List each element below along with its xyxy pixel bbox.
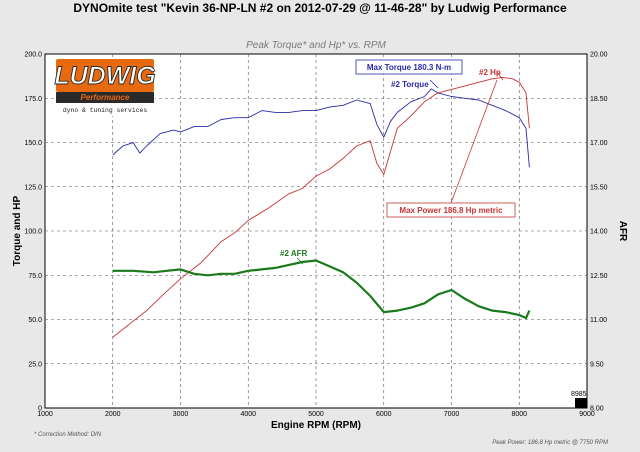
- logo-tagline: dyno & tuning services: [63, 107, 148, 114]
- series-line-torque: [112, 88, 530, 168]
- y2-tick-label: 11.00: [590, 317, 607, 324]
- y2-tick-label: 17.00: [590, 140, 608, 147]
- footer-correction: * Correction Method: DIN: [34, 432, 102, 438]
- series-line-hp: [112, 76, 530, 338]
- y-tick-label: 125.0: [24, 184, 42, 191]
- x-tick-label: 6000: [376, 411, 392, 418]
- y2-tick-label: 9.50: [590, 361, 604, 368]
- chart-title: DYNOmite test "Kevin 36-NP-LN #2 on 2012…: [73, 1, 567, 15]
- x-tick-label: 3000: [173, 411, 189, 418]
- end-rpm-marker: [575, 398, 587, 408]
- y-tick-label: 75.0: [28, 273, 42, 280]
- annotations: Max Torque 180.3 N-m #2 Torque #2 Hp Max…: [280, 59, 587, 408]
- y2-axis-label: AFR: [617, 221, 628, 242]
- x-tick-label: 7000: [444, 411, 460, 418]
- x-axis-ticks: 1000 2000 3000 4000 5000 6000 7000 8000 9000: [37, 411, 595, 418]
- x-tick-label: 8000: [511, 411, 527, 418]
- y-axis-ticks: 0 25.0 50.0 75.0 100.0 125.0 150.0 175.0 200.0: [24, 52, 42, 413]
- max-torque-box: [355, 59, 463, 75]
- footer-peak-power: Peak Power: 186.8 Hp metric @ 7750 RPM: [492, 440, 608, 446]
- y-tick-label: 175.0: [24, 96, 42, 103]
- afr-series-label: #2 AFR: [280, 249, 307, 258]
- y2-tick-label: 20.00: [590, 52, 608, 59]
- y-tick-label: 200.0: [24, 52, 42, 59]
- ludwig-logo: LUDWIG Performance dyno & tuning service…: [54, 58, 156, 116]
- end-rpm-label: 8985: [571, 391, 587, 398]
- series-line-afr: [112, 259, 531, 320]
- max-power-label: Max Power 186.8 Hp metric: [399, 206, 503, 215]
- y2-axis-ticks: 8.00 9.50 11.00 12.50 14.00 15.50 17.00 18.50 20…: [590, 52, 608, 413]
- y2-tick-label: 18.50: [590, 96, 608, 103]
- logo-brand: LUDWIG: [54, 62, 155, 90]
- x-tick-label: 5000: [308, 411, 324, 418]
- y-tick-label: 100.0: [24, 229, 42, 236]
- y2-tick-label: 8.00: [590, 406, 604, 413]
- y-tick-label: 150.0: [24, 140, 42, 147]
- y-tick-label: 50.0: [28, 317, 42, 324]
- x-tick-label: 1000: [37, 411, 53, 418]
- torque-series-label: #2 Torque: [391, 80, 429, 89]
- x-tick-label: 9000: [579, 411, 595, 418]
- x-tick-label: 4000: [240, 411, 256, 418]
- hp-series-label: #2 Hp: [479, 68, 501, 77]
- y-tick-label: 25.0: [28, 361, 42, 368]
- logo-performance: Performance: [81, 93, 130, 102]
- y2-tick-label: 15.50: [590, 184, 608, 191]
- x-tick-label: 2000: [105, 411, 121, 418]
- max-torque-label: Max Torque 180.3 N-m: [367, 63, 451, 72]
- series-group: [112, 76, 531, 338]
- y2-tick-label: 14.00: [590, 229, 608, 236]
- y2-tick-label: 12.50: [590, 273, 608, 280]
- chart-subtitle: Peak Torque* and Hp* vs. RPM: [246, 40, 386, 51]
- y-axis-label: Torque and HP: [12, 195, 23, 266]
- y-tick-label: 0: [38, 406, 42, 413]
- x-axis-label: Engine RPM (RPM): [271, 420, 361, 431]
